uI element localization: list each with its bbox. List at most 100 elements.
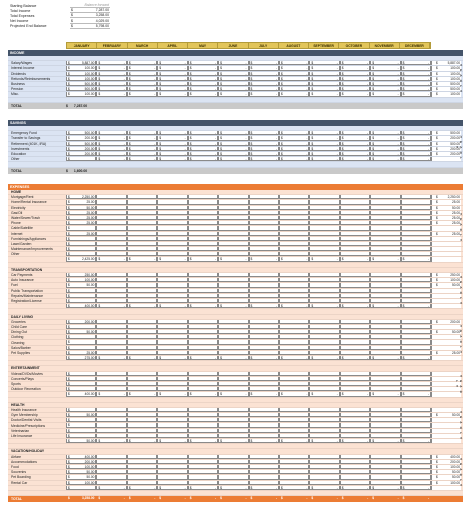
month-cell[interactable] (400, 205, 432, 210)
month-cell[interactable] (309, 210, 340, 215)
month-cell[interactable] (339, 226, 371, 231)
month-cell[interactable] (218, 273, 249, 278)
month-cell[interactable]: $50.00 (66, 470, 97, 475)
month-cell[interactable] (248, 324, 279, 330)
month-cell[interactable]: $ (66, 324, 97, 330)
month-cell[interactable]: $ - (218, 151, 249, 157)
month-cell[interactable] (278, 350, 310, 355)
month-cell[interactable]: $ - (96, 87, 127, 92)
month-cell[interactable]: $ - (278, 356, 310, 361)
month-cell[interactable]: $ - (248, 304, 279, 309)
month-cell[interactable] (157, 423, 188, 428)
month-cell[interactable] (248, 454, 279, 459)
month-cell[interactable] (400, 210, 432, 215)
month-cell[interactable]: $ - (370, 87, 401, 92)
month-cell[interactable]: $ - (126, 356, 158, 361)
month-cell[interactable] (400, 433, 432, 438)
month-cell[interactable] (278, 423, 310, 428)
month-cell[interactable] (400, 298, 432, 304)
month-cell[interactable] (126, 418, 158, 423)
month-cell[interactable] (309, 454, 340, 459)
month-cell[interactable] (157, 319, 188, 324)
month-cell[interactable] (187, 195, 219, 200)
month-cell[interactable]: $ - (248, 151, 279, 157)
month-cell[interactable]: $ - (126, 304, 158, 309)
month-cell[interactable]: $ - (187, 66, 219, 71)
month-cell[interactable] (187, 215, 219, 221)
month-cell[interactable]: $ - (278, 257, 310, 262)
month-cell[interactable] (96, 293, 127, 298)
month-cell[interactable] (187, 464, 219, 470)
month-cell[interactable]: $ - (309, 151, 340, 157)
month-cell[interactable] (309, 241, 340, 247)
month-cell[interactable]: $ (66, 376, 97, 381)
month-cell[interactable]: $ - (339, 92, 371, 97)
month-cell[interactable] (278, 418, 310, 423)
month-cell[interactable] (248, 423, 279, 428)
month-cell[interactable] (126, 283, 158, 288)
month-cell[interactable] (370, 413, 401, 418)
month-cell[interactable] (400, 459, 432, 464)
month-cell[interactable] (96, 215, 127, 221)
month-cell[interactable] (187, 236, 219, 241)
month-cell[interactable] (339, 480, 371, 485)
month-cell[interactable] (126, 200, 158, 205)
month-cell[interactable] (370, 241, 401, 247)
month-cell[interactable] (309, 247, 340, 252)
month-cell[interactable] (187, 283, 219, 288)
month-cell[interactable]: $ - (370, 392, 401, 397)
month-cell[interactable] (370, 278, 401, 283)
month-cell[interactable]: $ - (278, 76, 310, 81)
month-cell[interactable] (278, 330, 310, 335)
month-cell[interactable] (96, 428, 127, 433)
month-cell[interactable] (370, 475, 401, 480)
month-cell[interactable] (187, 298, 219, 304)
month-cell[interactable]: $400.00 (66, 304, 97, 309)
month-cell[interactable] (248, 231, 279, 236)
month-cell[interactable] (248, 475, 279, 480)
month-cell[interactable] (370, 418, 401, 423)
month-cell[interactable] (126, 371, 158, 376)
month-cell[interactable] (370, 205, 401, 210)
month-cell[interactable] (218, 215, 249, 221)
month-cell[interactable]: $ - (400, 151, 432, 157)
month-cell[interactable] (278, 387, 310, 392)
month-cell[interactable] (218, 433, 249, 438)
month-cell[interactable] (126, 340, 158, 345)
month-cell[interactable] (96, 247, 127, 252)
month-cell[interactable] (126, 475, 158, 480)
month-cell[interactable] (218, 298, 249, 304)
month-cell[interactable] (248, 407, 279, 413)
month-cell[interactable]: $ - (400, 61, 432, 66)
month-cell[interactable] (248, 200, 279, 205)
month-cell[interactable] (370, 200, 401, 205)
month-cell[interactable]: $ - (400, 356, 432, 361)
month-cell[interactable]: $ - (309, 76, 340, 81)
month-cell[interactable]: $ (66, 288, 97, 293)
month-cell[interactable] (400, 454, 432, 459)
month-cell[interactable]: $ - (400, 87, 432, 92)
month-cell[interactable] (218, 324, 249, 330)
month-cell[interactable] (248, 428, 279, 433)
summary-value[interactable]: $7,287.00 (70, 8, 110, 14)
month-cell[interactable] (157, 330, 188, 335)
month-cell[interactable]: $ - (187, 157, 219, 162)
month-cell[interactable]: $ - (370, 71, 401, 76)
month-cell[interactable]: $ - (157, 146, 188, 151)
month-cell[interactable] (278, 247, 310, 252)
month-cell[interactable] (339, 221, 371, 226)
month-cell[interactable]: $ - (248, 392, 279, 397)
month-cell[interactable]: $ - (96, 439, 127, 444)
month-cell[interactable]: $50.00 (66, 330, 97, 335)
month-cell[interactable]: $ - (309, 131, 340, 136)
month-cell[interactable]: $ - (187, 141, 219, 146)
month-cell[interactable] (157, 288, 188, 293)
month-cell[interactable] (187, 459, 219, 464)
month-cell[interactable] (370, 252, 401, 257)
month-cell[interactable] (400, 319, 432, 324)
month-cell[interactable]: $ - (157, 392, 188, 397)
month-cell[interactable]: $ (66, 335, 97, 340)
month-cell[interactable]: $ - (339, 392, 371, 397)
month-cell[interactable]: $ (66, 226, 97, 231)
month-cell[interactable] (96, 376, 127, 381)
